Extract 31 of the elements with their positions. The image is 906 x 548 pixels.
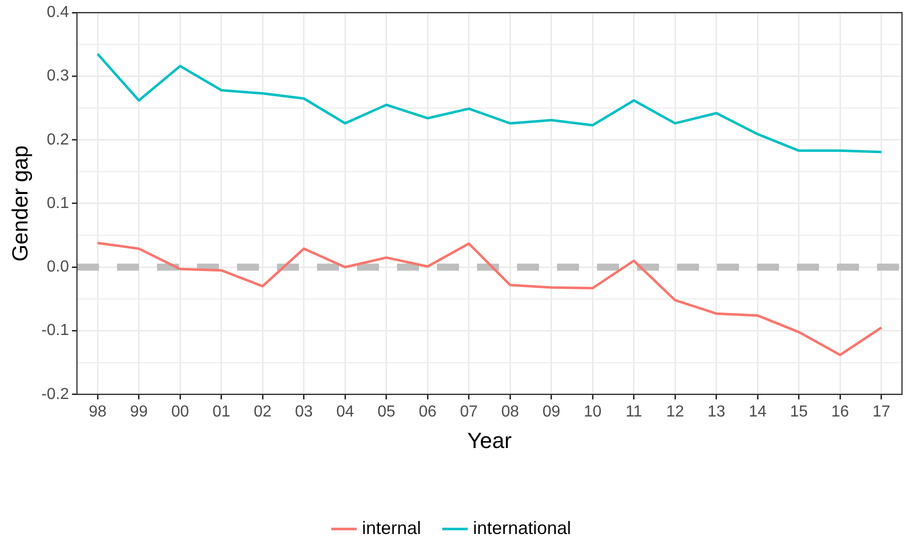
y-axis-title: Gender gap bbox=[7, 145, 32, 262]
x-tick-label: 05 bbox=[377, 403, 396, 420]
y-tick-label: 0.0 bbox=[46, 258, 70, 276]
y-tick-label: 0.4 bbox=[46, 4, 70, 22]
x-tick-label: 01 bbox=[212, 403, 230, 420]
x-tick-label: 13 bbox=[707, 403, 726, 420]
legend-label: international bbox=[472, 518, 572, 538]
x-tick-label: 14 bbox=[748, 403, 767, 420]
x-tick-label: 03 bbox=[294, 403, 313, 420]
x-tick-label: 07 bbox=[460, 403, 478, 420]
x-tick-label: 04 bbox=[336, 403, 354, 420]
x-tick-label: 09 bbox=[542, 403, 560, 420]
x-tick-label: 98 bbox=[88, 403, 107, 420]
x-tick-label: 15 bbox=[790, 403, 808, 420]
x-tick-label: 06 bbox=[418, 403, 437, 420]
x-tick-label: 16 bbox=[831, 403, 850, 420]
y-tick-label: -0.1 bbox=[41, 322, 70, 340]
x-tick-label: 10 bbox=[584, 403, 602, 420]
x-tick-label: 12 bbox=[666, 403, 684, 420]
legend-label: internal bbox=[362, 518, 421, 538]
x-tick-label: 17 bbox=[872, 403, 890, 420]
x-tick-label: 99 bbox=[130, 403, 148, 420]
x-tick-label: 11 bbox=[626, 403, 642, 420]
y-tick-label: 0.1 bbox=[46, 194, 70, 212]
y-tick-label: 0.2 bbox=[46, 131, 70, 148]
x-tick-label: 00 bbox=[171, 403, 190, 420]
x-tick-label: 02 bbox=[254, 403, 272, 420]
y-tick-label: -0.2 bbox=[41, 386, 70, 403]
x-tick-label: 08 bbox=[501, 403, 520, 420]
x-axis-title: Year bbox=[467, 428, 512, 453]
y-tick-label: 0.3 bbox=[46, 68, 70, 85]
